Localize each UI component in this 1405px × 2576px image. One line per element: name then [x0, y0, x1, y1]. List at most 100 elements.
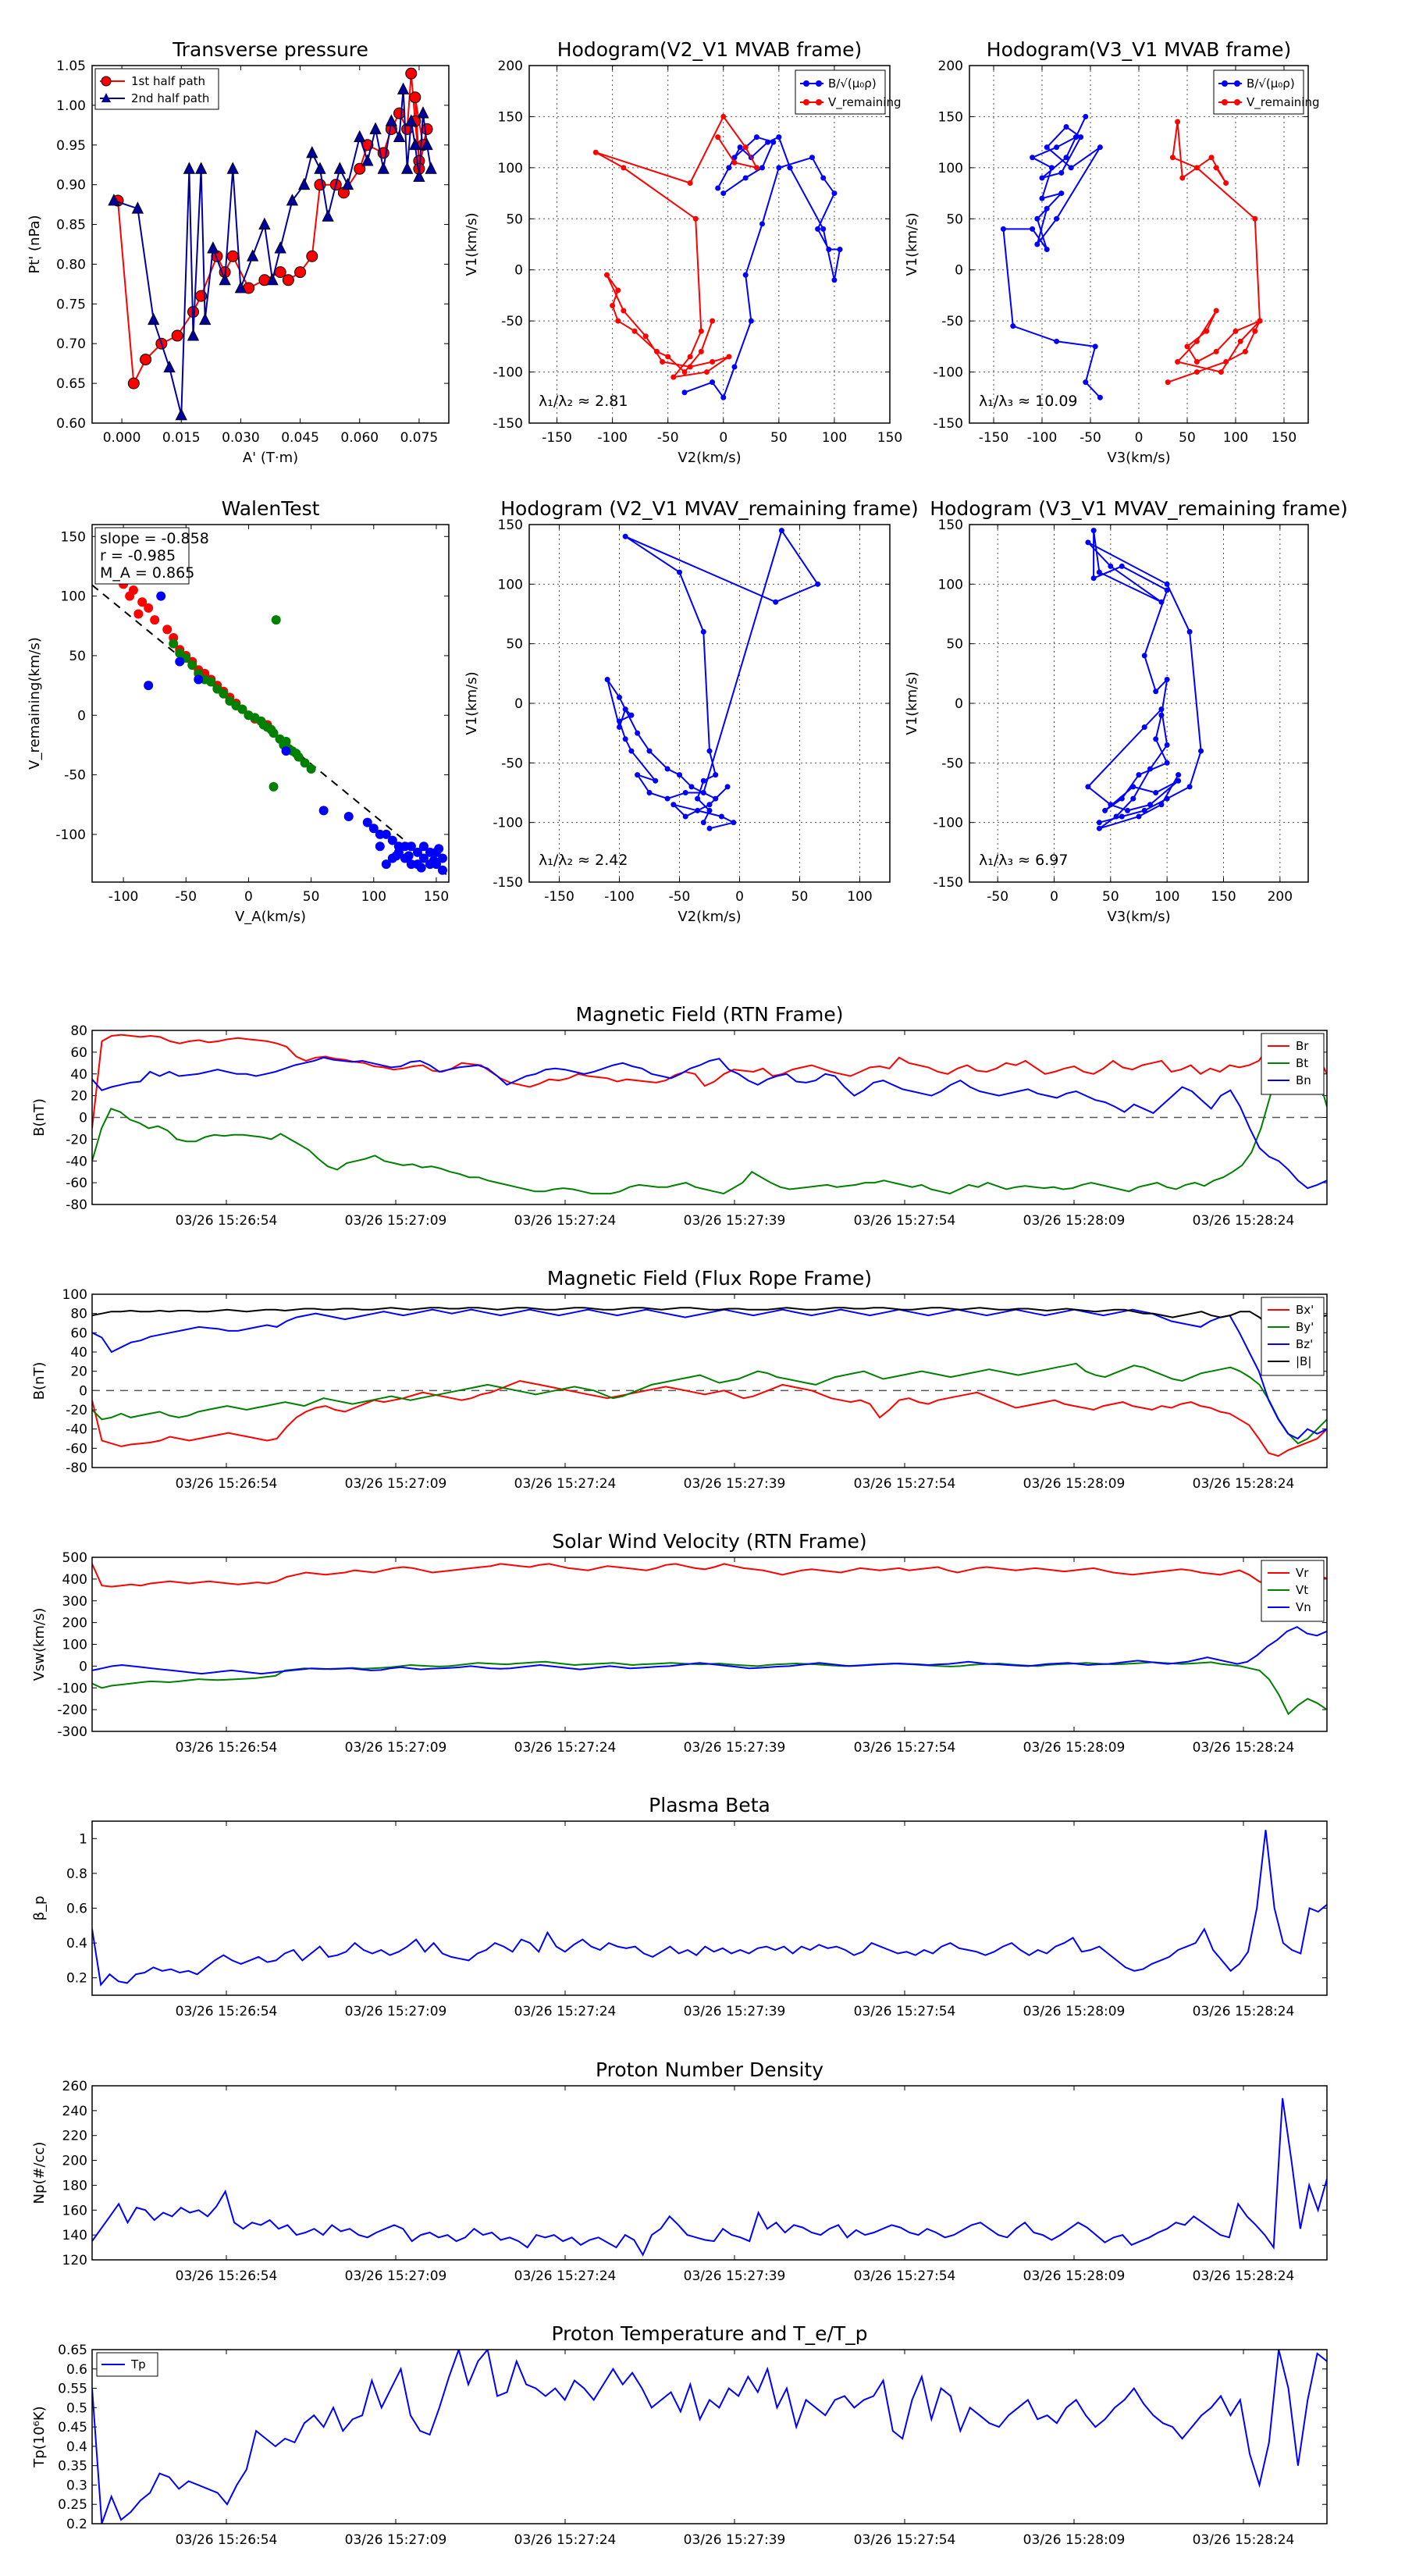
x-tick-label: -150: [542, 430, 572, 446]
y-tick-label: 1.05: [56, 59, 86, 74]
eigenvalue-ratio: λ₁/λ₂ ≈ 2.42: [539, 852, 628, 869]
chart-title: Transverse pressure: [172, 38, 368, 61]
data-point: [1198, 748, 1204, 754]
y-tick-label: 0: [79, 1383, 87, 1399]
legend-label: B/√(μ₀ρ): [1247, 76, 1295, 91]
series-line-beta: [92, 1830, 1327, 1987]
chart-title: Proton Number Density: [596, 2058, 823, 2081]
y-tick-label: -50: [501, 756, 523, 771]
series-line-0: [684, 136, 841, 400]
x-tick-label: 0.030: [222, 430, 260, 446]
data-point: [622, 706, 628, 713]
y-tick-label: -80: [66, 1461, 87, 1476]
data-point: [393, 130, 406, 142]
data-point: [219, 272, 231, 286]
data-point: [1058, 190, 1065, 197]
data-point: [247, 249, 259, 262]
data-point: [369, 122, 382, 134]
series-line-Vt: [92, 1660, 1327, 1716]
data-point: [1034, 215, 1040, 222]
data-point: [108, 194, 120, 206]
data-point: [635, 772, 641, 778]
data-point: [710, 358, 716, 365]
legend-label: |B|: [1296, 1354, 1311, 1368]
data-point: [698, 348, 704, 354]
mag_rtn-chart: Magnetic Field (RTN Frame) -80 -60 -40 -20 0 2…: [31, 1003, 1328, 1229]
y-tick-label: 60: [70, 1325, 87, 1341]
data-point: [1102, 807, 1108, 813]
x-tick-label: 100: [847, 889, 872, 905]
y-tick-label: 0: [77, 708, 86, 724]
x-tick-label: 100: [1223, 430, 1248, 446]
data-point: [417, 106, 429, 119]
y-tick-label: 0: [955, 696, 963, 712]
x-tick-label: 03/26 15:27:24: [514, 1213, 617, 1229]
data-point: [1085, 539, 1091, 546]
data-point: [787, 165, 793, 171]
y-tick-label: 140: [62, 2228, 87, 2243]
x-tick-label: 50: [1102, 889, 1119, 905]
data-point: [664, 795, 670, 802]
data-point: [681, 390, 688, 396]
x-tick-label: 0: [719, 430, 727, 446]
data-point: [212, 684, 222, 694]
data-point: [621, 165, 627, 171]
data-point: [715, 134, 721, 141]
y-tick-label: 0.35: [58, 2459, 87, 2475]
data-point: [720, 394, 727, 400]
x-tick-label: 03/26 15:27:54: [854, 2532, 956, 2548]
plot-frame: [91, 1293, 1328, 1468]
y-tick-label: -150: [933, 875, 963, 891]
eigenvalue-ratio: λ₁/λ₂ ≈ 2.81: [539, 393, 628, 410]
x-tick-label: 03/26 15:27:24: [514, 2004, 617, 2019]
data-point: [306, 146, 318, 158]
data-point: [1158, 802, 1165, 808]
series-line-Np: [92, 2097, 1327, 2257]
y-tick-label: -60: [66, 1176, 87, 1191]
data-point: [1141, 653, 1147, 659]
y-tick-label: 300: [62, 1594, 87, 1610]
chart-title: WalenTest: [222, 497, 320, 520]
x-tick-label: 03/26 15:27:39: [684, 2268, 786, 2284]
legend-marker: [1222, 99, 1228, 105]
x-tick-label: 50: [791, 889, 809, 905]
legend: Br Bt Bn: [1261, 1033, 1325, 1095]
data-point: [700, 777, 706, 784]
series-line-1: [1167, 121, 1262, 383]
data-point: [298, 177, 311, 190]
h4-chart: Hodogram (V3_V1 MVAV_remaining frame) -50…: [904, 497, 1348, 925]
data-point: [1108, 563, 1114, 569]
x-tick-label: 03/26 15:26:54: [176, 2004, 278, 2019]
data-point: [169, 639, 179, 649]
data-point: [1147, 766, 1153, 772]
legend-marker: [803, 80, 809, 87]
data-point: [681, 369, 688, 375]
x-tick-label: 03/26 15:27:39: [684, 1740, 786, 1756]
data-point: [322, 209, 334, 222]
data-point: [615, 287, 621, 294]
y-tick-label: 0.4: [66, 1936, 87, 1952]
series-line-Bz': [92, 1308, 1327, 1440]
data-point: [1096, 825, 1102, 831]
x-tick-label: 0: [1050, 889, 1058, 905]
chart-title: Magnetic Field (Flux Rope Frame): [547, 1267, 872, 1290]
data-point: [286, 194, 299, 206]
data-point: [405, 114, 418, 126]
data-point: [318, 806, 329, 816]
x-tick-label: 03/26 15:27:54: [854, 1740, 956, 1756]
data-point: [653, 777, 659, 784]
vsw-chart: Solar Wind Velocity (RTN Frame) -300 -200 -…: [31, 1530, 1328, 1756]
data-point: [127, 377, 140, 390]
data-point: [688, 784, 695, 790]
y-axis-label: B(nT): [31, 1098, 48, 1137]
data-point: [1232, 328, 1239, 334]
data-point: [765, 139, 771, 145]
chart-title: Hodogram (V3_V1 MVAV_remaining frame): [930, 497, 1348, 520]
data-point: [291, 749, 301, 759]
data-point: [258, 217, 271, 229]
x-tick-label: -50: [669, 889, 691, 905]
series-line-0: [117, 73, 429, 386]
chart-title: Plasma Beta: [649, 1794, 770, 1816]
data-point: [187, 329, 200, 341]
y-axis-label: V1(km/s): [904, 671, 920, 735]
